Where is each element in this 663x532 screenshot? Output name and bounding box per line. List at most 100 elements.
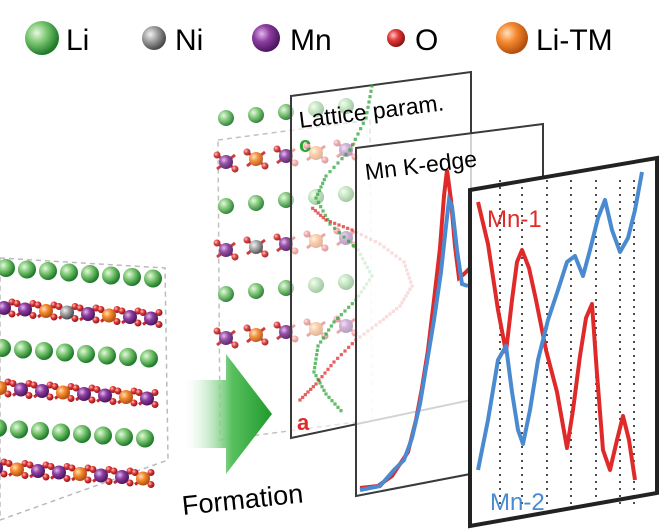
trace-point: [333, 226, 337, 230]
o-atom: [134, 319, 142, 327]
o-atom: [243, 236, 251, 244]
mn-atom: [219, 331, 233, 345]
trace-point: [316, 344, 320, 348]
trace-point: [336, 405, 340, 409]
trace-point: [339, 409, 343, 413]
li-atom-icon: [25, 21, 59, 55]
trace-point: [350, 228, 354, 232]
li-atom: [81, 265, 99, 283]
o-atom: [105, 478, 113, 485]
o-atom: [139, 309, 147, 316]
trace-point: [332, 360, 336, 364]
trace-point: [326, 367, 330, 371]
li-atom: [94, 426, 112, 445]
trace-point: [347, 239, 351, 243]
o-atom: [21, 472, 29, 479]
mn2-label: Mn-2: [490, 489, 545, 516]
li-tm-atom: [73, 467, 87, 481]
trace-point: [337, 231, 341, 235]
trace-point: [311, 206, 315, 210]
legend-label-litm: Li-TM: [536, 24, 613, 57]
o-atom: [42, 473, 50, 481]
ni-atom: [249, 240, 263, 254]
legend-label-li: Li: [66, 24, 89, 57]
mn-atom: [52, 465, 66, 480]
o-atom: [76, 304, 84, 312]
trace-point: [366, 105, 370, 109]
legend-label-mn: Mn: [290, 24, 332, 57]
trace-point: [343, 309, 347, 313]
li-atom: [73, 425, 91, 443]
ni-atom: [60, 305, 74, 320]
trace-point: [328, 222, 332, 226]
o-atom: [261, 250, 269, 258]
li-atom: [248, 195, 264, 211]
mn-atom: [144, 311, 158, 326]
trace-point: [312, 370, 316, 374]
trace-point: [298, 398, 302, 402]
o-atom: [126, 479, 134, 487]
o-atom: [213, 151, 221, 159]
li-atom: [52, 423, 70, 442]
arrow-shape: [183, 354, 272, 474]
trace-point: [315, 353, 319, 357]
o-atom: [151, 401, 159, 408]
o-atom: [118, 307, 126, 315]
trace-point: [320, 385, 324, 389]
o-atom: [30, 381, 38, 389]
crystal-structure-front: [0, 257, 169, 521]
trace-point: [350, 342, 354, 346]
trace-point: [313, 366, 317, 370]
trace-point: [322, 388, 326, 392]
li-atom: [60, 263, 78, 282]
li-tm-atom: [56, 385, 70, 400]
li-atom: [56, 343, 74, 362]
trace-point: [313, 361, 317, 365]
o-atom: [4, 390, 12, 398]
o-atom: [109, 398, 117, 405]
trace-point: [317, 378, 321, 382]
trace-point: [337, 223, 341, 227]
mn-atom: [140, 391, 154, 406]
mn-atom: [77, 387, 91, 401]
trace-point: [365, 111, 369, 115]
o-atom: [151, 389, 159, 396]
li-atom: [136, 429, 154, 448]
o-atom: [147, 469, 155, 476]
formation-label: Formation: [180, 478, 304, 521]
o-atom: [231, 341, 239, 349]
trace-point: [350, 302, 354, 306]
li-atom: [248, 107, 264, 123]
o-atom: [92, 316, 100, 324]
o-atom-icon: [387, 29, 405, 47]
o-atom: [9, 380, 17, 387]
trace-point: [314, 357, 318, 361]
o-atom: [8, 310, 16, 318]
mn-atom: [14, 382, 28, 397]
trace-point: [317, 189, 321, 193]
legend-item-o: O: [387, 24, 438, 57]
panel-mn-components: Mn-1 Mn-2: [468, 155, 659, 529]
trace-point: [364, 116, 368, 120]
trace-point: [370, 84, 374, 88]
trace-point: [341, 225, 345, 229]
li-tm-atom: [102, 308, 116, 323]
o-atom: [114, 387, 122, 395]
li-atom: [115, 428, 133, 446]
li-tm-atom: [0, 381, 7, 395]
o-atom: [84, 476, 92, 484]
li-tm-atom: [249, 328, 263, 342]
panel-components-frame: [468, 155, 659, 529]
li-tm-atom: [10, 462, 24, 477]
li-atom: [0, 339, 11, 357]
trace-point: [314, 374, 318, 378]
li-atom: [0, 419, 7, 437]
o-atom: [135, 389, 143, 396]
trace-point: [316, 192, 320, 196]
mn-atom: [279, 325, 293, 339]
trace-point: [309, 387, 313, 391]
trace-point: [344, 152, 348, 156]
legend: Li Ni Mn O Li-TM: [25, 21, 613, 57]
li-atom: [35, 342, 53, 360]
